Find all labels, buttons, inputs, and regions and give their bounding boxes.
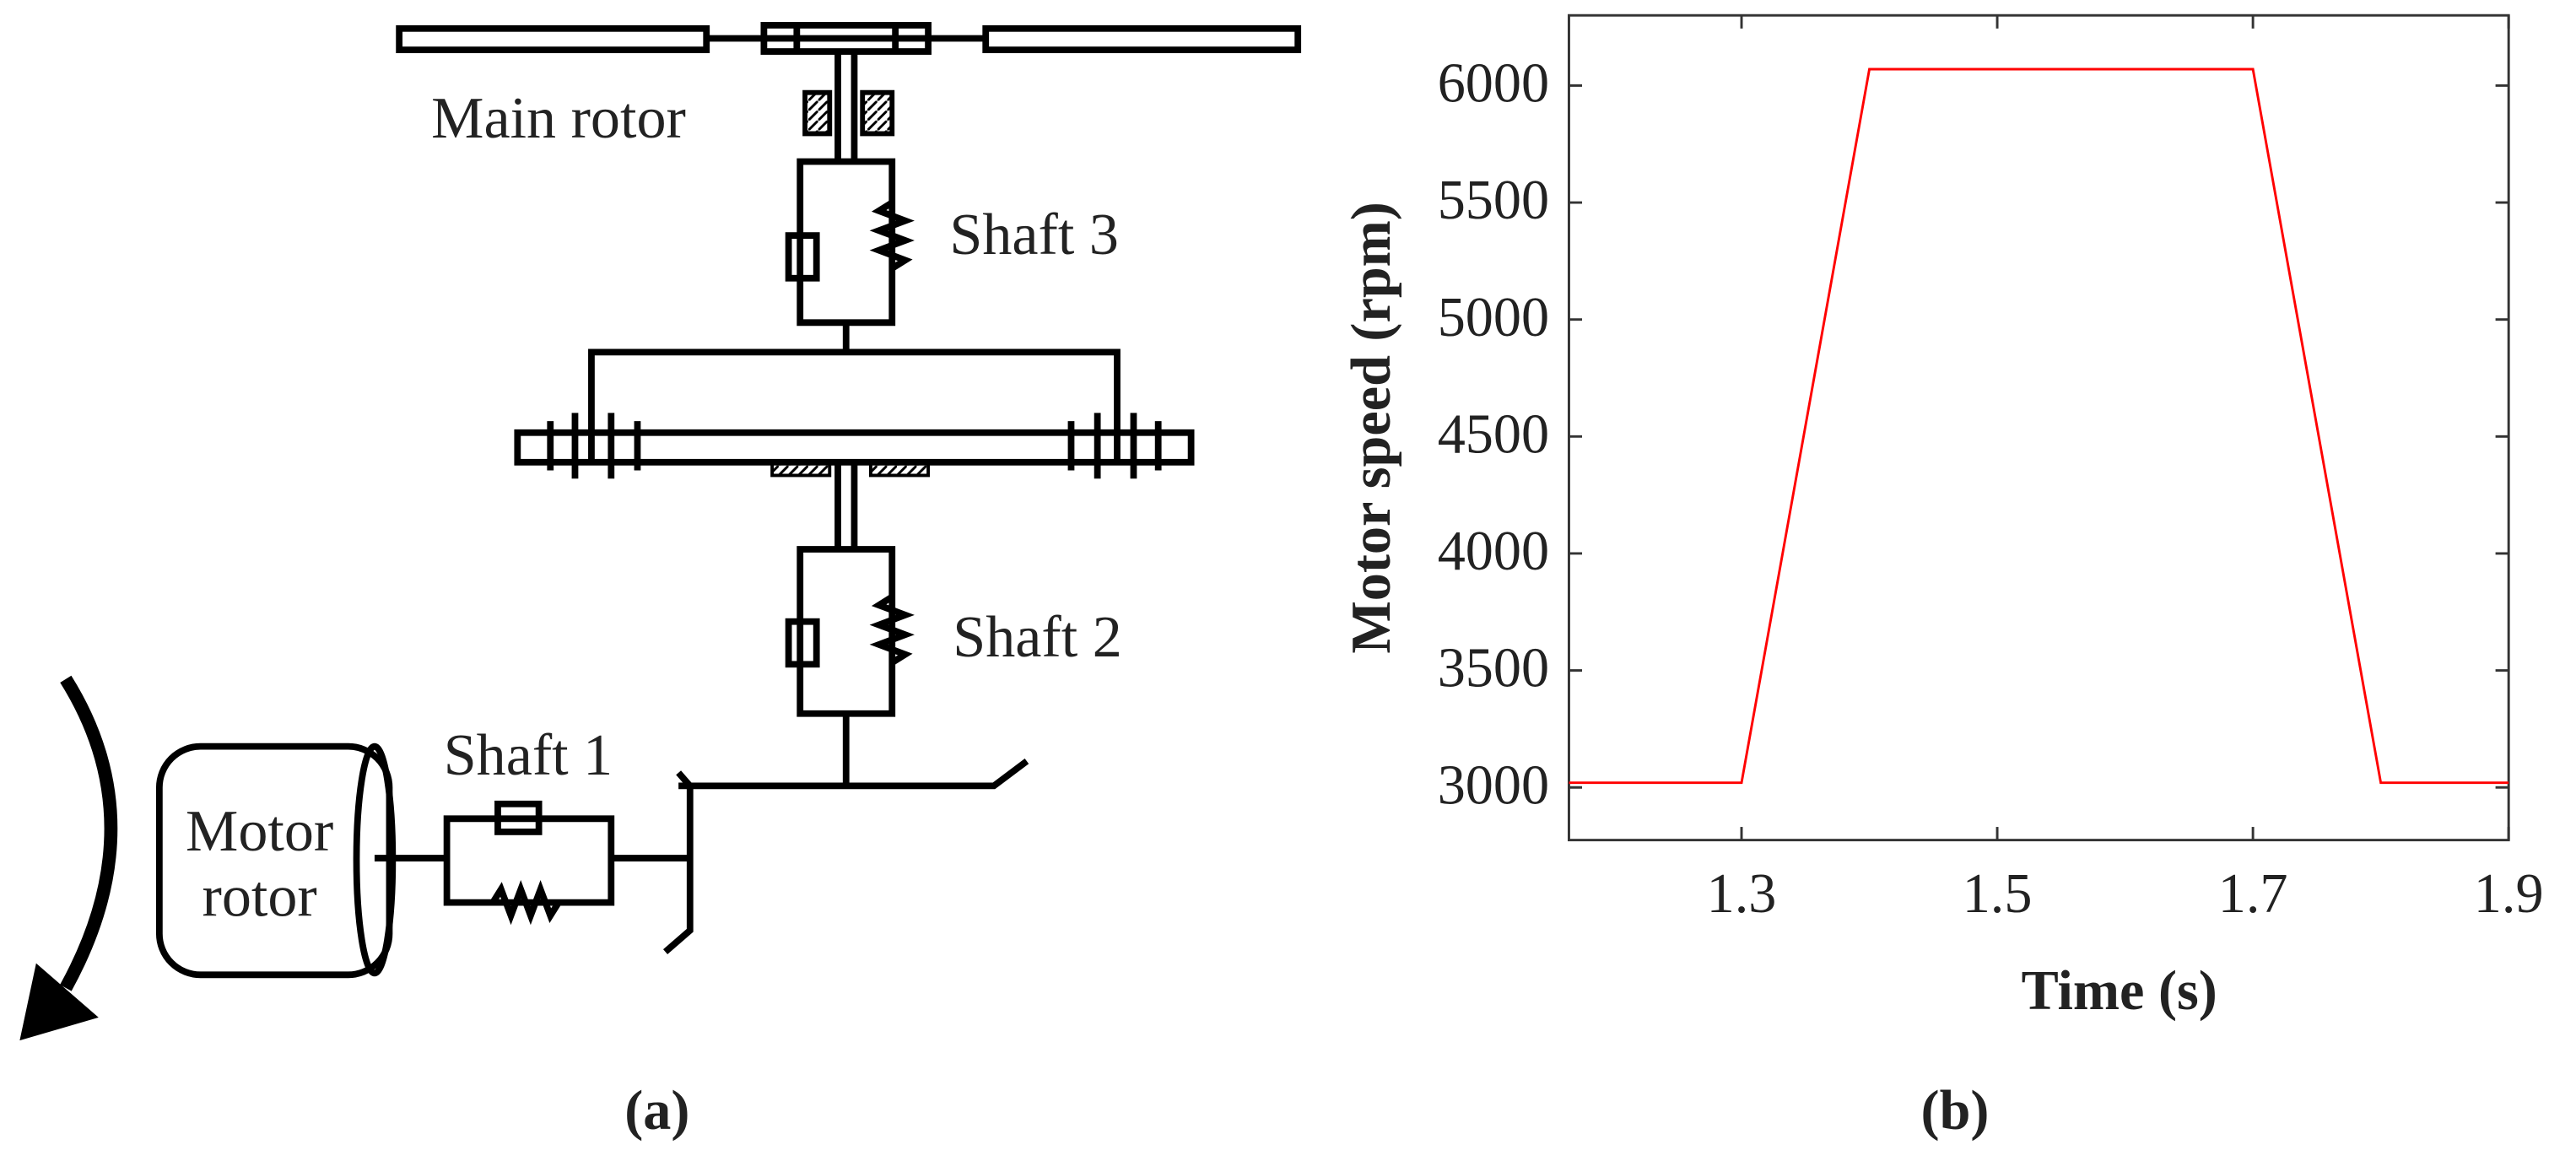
y-tick-label: 4500 [1438, 403, 1549, 465]
y-tick-label: 6000 [1438, 52, 1549, 114]
y-tick-label: 4000 [1438, 521, 1549, 582]
plot-frame [1567, 14, 2510, 842]
label: Shaft 2 [953, 605, 1121, 670]
panel-label: (b) [1921, 1080, 1990, 1142]
plot: 3000 3500 4000 4500 5000 5500 6000 1.3 1.5 1.7 1.9 [1438, 14, 2544, 925]
y-tick-label: 5500 [1438, 170, 1549, 231]
label: Shaft 1 [444, 723, 613, 788]
y-tick-label: 3500 [1438, 638, 1549, 699]
y-tick-label: 3000 [1438, 754, 1549, 816]
x-tick-label: 1.3 [1707, 863, 1777, 925]
x-tick-label: 1.9 [2474, 863, 2544, 925]
label: Shaft 3 [949, 202, 1118, 267]
x-tick-label: 1.7 [2218, 863, 2288, 925]
drivetrain-diagram [19, 21, 1302, 1041]
x-tick-label: 1.5 [1963, 863, 2033, 925]
y-tick-label: 5000 [1438, 287, 1549, 348]
label: Motor [186, 799, 333, 864]
line-series [1569, 68, 2509, 785]
label: rotor [203, 865, 317, 930]
y-axis-label: Motor speed (rpm) [1341, 202, 1402, 654]
panel-label: (a) [624, 1080, 689, 1142]
label: Main rotor [431, 86, 686, 151]
x-axis-label: Time (s) [2022, 960, 2217, 1022]
